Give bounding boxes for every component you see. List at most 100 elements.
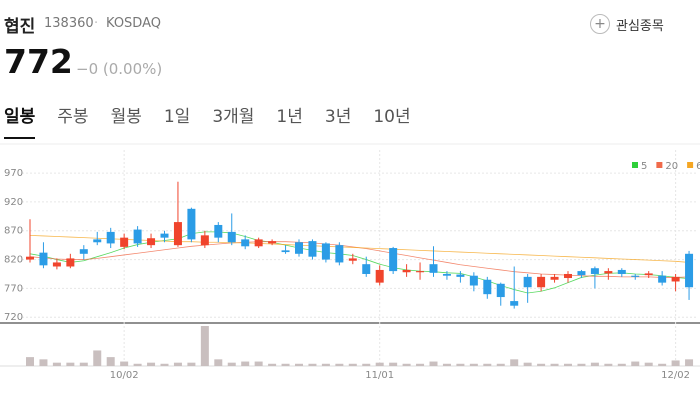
volume-bar — [160, 363, 169, 366]
candle-body — [200, 235, 209, 246]
volume-bar — [268, 363, 277, 366]
volume-bar — [66, 362, 75, 366]
volume-bar — [227, 362, 236, 366]
candle-body — [187, 208, 196, 240]
candle-body — [631, 275, 640, 277]
volume-bar — [295, 363, 303, 366]
candle-body — [93, 239, 102, 243]
candle-body — [133, 229, 142, 244]
candle-body — [241, 239, 250, 247]
candle-body — [483, 279, 492, 295]
volume-bar — [106, 357, 115, 366]
y-tick-label: 820 — [4, 255, 23, 266]
volume-bar — [644, 362, 653, 366]
candle-body — [671, 276, 680, 282]
tabs: 일봉 주봉 월봉 1일 3개월 1년 3년 10년 — [4, 102, 411, 139]
candle-body — [442, 273, 451, 276]
volume-bar — [241, 361, 250, 366]
legend-label: 60 — [696, 161, 700, 172]
y-tick-label: 770 — [4, 283, 23, 294]
volume-bar — [308, 363, 317, 366]
volume-bar — [335, 363, 344, 366]
candle-body — [147, 238, 156, 246]
volume-bar — [537, 363, 546, 366]
candle-body — [335, 245, 344, 263]
y-tick-label: 720 — [4, 312, 23, 323]
candle-body — [321, 243, 330, 260]
price: 772 — [4, 42, 73, 81]
volume-bar — [550, 363, 559, 366]
legend-swatch — [687, 162, 694, 168]
volume-bar — [416, 363, 425, 366]
legend-swatch — [632, 162, 638, 168]
candle-body — [375, 269, 384, 283]
volume-bar — [456, 363, 465, 366]
candle-body — [26, 256, 34, 260]
volume-bar — [26, 357, 34, 366]
ma-line — [29, 234, 690, 263]
candle-body — [120, 237, 129, 247]
volume-bar — [173, 362, 182, 366]
tab[interactable]: 1일 — [163, 107, 191, 127]
volume-bar — [577, 363, 586, 366]
candle-body — [160, 233, 169, 238]
legend-swatch — [656, 162, 663, 168]
volume-bar — [671, 360, 680, 366]
candle-body — [617, 269, 626, 274]
separator: · — [94, 16, 99, 31]
tab[interactable]: 10년 — [373, 107, 411, 127]
candle-body — [295, 242, 303, 254]
tab[interactable]: 월봉 — [110, 107, 142, 127]
volume-bar — [617, 363, 626, 366]
candle-body — [456, 274, 465, 277]
volume-bar — [685, 359, 694, 366]
tab[interactable]: 3년 — [324, 107, 352, 127]
candle-body — [66, 258, 75, 267]
tab[interactable]: 일봉 — [4, 102, 36, 139]
candle-body — [402, 269, 411, 273]
legend-label: 20 — [665, 161, 678, 172]
x-tick-label: 12/02 — [661, 370, 690, 381]
candle-body — [685, 253, 694, 288]
candle-body — [362, 264, 371, 274]
candle-body — [658, 275, 667, 283]
candle-body — [537, 276, 546, 288]
volume-bar — [52, 362, 61, 366]
candle-body — [173, 222, 182, 246]
candle-body — [496, 283, 505, 298]
candle-body — [214, 224, 223, 238]
volume-bar — [469, 363, 478, 366]
candle-body — [577, 271, 586, 276]
volume-bar — [254, 361, 263, 366]
volume-bar — [321, 363, 330, 366]
candle-body — [590, 268, 599, 274]
volume-bar — [39, 359, 48, 366]
candle-body — [469, 275, 478, 286]
volume-bar — [79, 362, 88, 366]
volume-bar — [402, 363, 411, 366]
volume-bar — [120, 361, 129, 366]
watch-button[interactable]: + 관심종목 — [590, 14, 664, 34]
x-tick-label: 10/02 — [110, 370, 139, 381]
volume-bar — [281, 363, 290, 366]
x-tick-label: 11/01 — [365, 370, 394, 381]
candle-body — [564, 273, 572, 279]
y-tick-label: 870 — [4, 226, 23, 237]
volume-bar — [133, 363, 142, 366]
tab[interactable]: 주봉 — [57, 107, 89, 127]
volume-bar — [93, 350, 102, 366]
volume-bar — [375, 362, 384, 366]
volume-bar — [362, 363, 371, 366]
tab[interactable]: 3개월 — [212, 107, 255, 127]
volume-bar — [523, 362, 532, 366]
market: KOSDAQ — [106, 16, 161, 31]
tab[interactable]: 1년 — [276, 107, 303, 127]
volume-bar — [483, 363, 492, 366]
volume-bar — [429, 361, 438, 366]
candle-body — [106, 231, 115, 244]
candle-body — [39, 252, 48, 266]
volume-bar — [187, 362, 196, 366]
volume-bar — [348, 363, 357, 366]
